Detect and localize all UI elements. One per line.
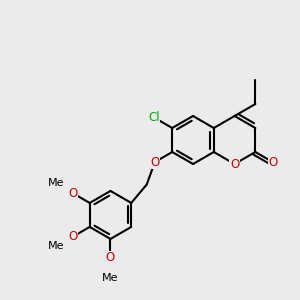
Text: Cl: Cl [148,111,160,124]
Text: Me: Me [102,273,119,283]
Text: Me: Me [48,242,64,251]
Text: O: O [69,187,78,200]
Text: O: O [268,156,278,169]
Text: O: O [150,155,160,169]
Text: O: O [106,251,115,264]
Text: Me: Me [48,178,64,188]
Text: O: O [230,158,239,170]
Text: O: O [69,230,78,243]
